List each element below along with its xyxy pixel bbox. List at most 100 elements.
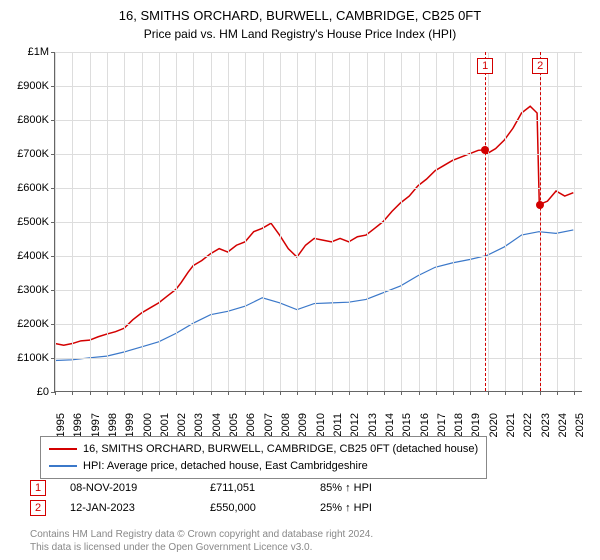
sales-row-marker: 1 xyxy=(30,480,46,496)
x-tick-mark xyxy=(176,391,177,395)
grid-line-v xyxy=(55,52,56,391)
grid-line-v xyxy=(124,52,125,391)
chart-legend: 16, SMITHS ORCHARD, BURWELL, CAMBRIDGE, … xyxy=(40,436,487,479)
sales-table-row: 108-NOV-2019£711,05185% ↑ HPI xyxy=(30,478,440,498)
x-tick-mark xyxy=(297,391,298,395)
x-tick-mark xyxy=(574,391,575,395)
x-axis-label: 2009 xyxy=(297,413,309,437)
grid-line-v xyxy=(90,52,91,391)
x-tick-mark xyxy=(349,391,350,395)
x-axis-label: 2011 xyxy=(332,413,344,437)
x-axis-label: 2021 xyxy=(505,413,517,437)
footer-line-1: Contains HM Land Registry data © Crown c… xyxy=(30,528,373,541)
x-axis-label: 1997 xyxy=(90,413,102,437)
sales-markers-table: 108-NOV-2019£711,05185% ↑ HPI212-JAN-202… xyxy=(30,478,440,518)
x-axis-label: 1995 xyxy=(55,413,67,437)
x-axis-label: 2007 xyxy=(263,413,275,437)
x-tick-mark xyxy=(453,391,454,395)
legend-row: HPI: Average price, detached house, East… xyxy=(49,458,478,475)
grid-line-v xyxy=(72,52,73,391)
grid-line-h xyxy=(55,290,582,291)
x-axis-label: 2020 xyxy=(488,413,500,437)
sales-row-marker: 2 xyxy=(30,500,46,516)
x-tick-mark xyxy=(72,391,73,395)
legend-row: 16, SMITHS ORCHARD, BURWELL, CAMBRIDGE, … xyxy=(49,441,478,458)
x-tick-mark xyxy=(488,391,489,395)
sales-row-date: 08-NOV-2019 xyxy=(70,482,210,494)
x-axis-label: 2025 xyxy=(574,413,586,437)
grid-line-h xyxy=(55,324,582,325)
grid-line-v xyxy=(263,52,264,391)
x-tick-mark xyxy=(159,391,160,395)
grid-line-v xyxy=(505,52,506,391)
grid-line-v xyxy=(176,52,177,391)
x-axis-label: 2003 xyxy=(193,413,205,437)
x-axis-label: 2002 xyxy=(176,413,188,437)
x-tick-mark xyxy=(367,391,368,395)
x-axis-label: 2001 xyxy=(159,413,171,437)
grid-line-v xyxy=(574,52,575,391)
x-tick-mark xyxy=(419,391,420,395)
grid-line-h xyxy=(55,358,582,359)
grid-line-v xyxy=(193,52,194,391)
x-axis-label: 2016 xyxy=(419,413,431,437)
y-axis-label: £200K xyxy=(5,318,49,330)
x-tick-mark xyxy=(522,391,523,395)
grid-line-v xyxy=(401,52,402,391)
grid-line-v xyxy=(453,52,454,391)
x-axis-label: 2004 xyxy=(211,413,223,437)
x-tick-mark xyxy=(470,391,471,395)
sale-marker-dot xyxy=(481,146,489,154)
x-tick-mark xyxy=(142,391,143,395)
grid-line-v xyxy=(436,52,437,391)
sale-marker-number: 1 xyxy=(477,58,493,74)
x-axis-label: 2019 xyxy=(470,413,482,437)
x-tick-mark xyxy=(505,391,506,395)
x-tick-mark xyxy=(55,391,56,395)
x-axis-label: 2024 xyxy=(557,413,569,437)
grid-line-v xyxy=(367,52,368,391)
y-axis-label: £300K xyxy=(5,284,49,296)
grid-line-h xyxy=(55,154,582,155)
x-tick-mark xyxy=(228,391,229,395)
x-tick-mark xyxy=(124,391,125,395)
x-tick-mark xyxy=(263,391,264,395)
x-tick-mark xyxy=(540,391,541,395)
y-axis-label: £400K xyxy=(5,250,49,262)
sale-marker-line xyxy=(540,52,541,391)
grid-line-v xyxy=(315,52,316,391)
footer-line-2: This data is licensed under the Open Gov… xyxy=(30,541,373,554)
x-tick-mark xyxy=(557,391,558,395)
sales-row-date: 12-JAN-2023 xyxy=(70,502,210,514)
grid-line-v xyxy=(470,52,471,391)
y-axis-label: £0 xyxy=(5,386,49,398)
y-axis-label: £600K xyxy=(5,182,49,194)
grid-line-v xyxy=(228,52,229,391)
sale-marker-dot xyxy=(536,201,544,209)
sale-marker-number: 2 xyxy=(532,58,548,74)
x-axis-label: 2005 xyxy=(228,413,240,437)
x-axis-label: 2008 xyxy=(280,413,292,437)
x-axis-label: 2015 xyxy=(401,413,413,437)
grid-line-h xyxy=(55,222,582,223)
grid-line-v xyxy=(332,52,333,391)
grid-line-h xyxy=(55,52,582,53)
grid-line-h xyxy=(55,120,582,121)
x-tick-mark xyxy=(280,391,281,395)
x-tick-mark xyxy=(436,391,437,395)
x-tick-mark xyxy=(193,391,194,395)
grid-line-v xyxy=(107,52,108,391)
legend-label: 16, SMITHS ORCHARD, BURWELL, CAMBRIDGE, … xyxy=(83,441,478,458)
chart-title: 16, SMITHS ORCHARD, BURWELL, CAMBRIDGE, … xyxy=(0,0,600,25)
x-axis-label: 1998 xyxy=(107,413,119,437)
x-axis-label: 1999 xyxy=(124,413,136,437)
grid-line-v xyxy=(488,52,489,391)
x-axis-label: 2022 xyxy=(522,413,534,437)
grid-line-v xyxy=(211,52,212,391)
x-axis-label: 2006 xyxy=(245,413,257,437)
x-axis-label: 2018 xyxy=(453,413,465,437)
x-tick-mark xyxy=(211,391,212,395)
legend-swatch xyxy=(49,465,77,467)
sales-row-price: £550,000 xyxy=(210,502,320,514)
grid-line-v xyxy=(280,52,281,391)
